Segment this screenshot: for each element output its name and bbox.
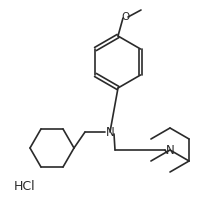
- Text: N: N: [106, 125, 114, 139]
- Text: HCl: HCl: [14, 181, 36, 194]
- Text: O: O: [122, 12, 130, 22]
- Text: N: N: [166, 143, 174, 156]
